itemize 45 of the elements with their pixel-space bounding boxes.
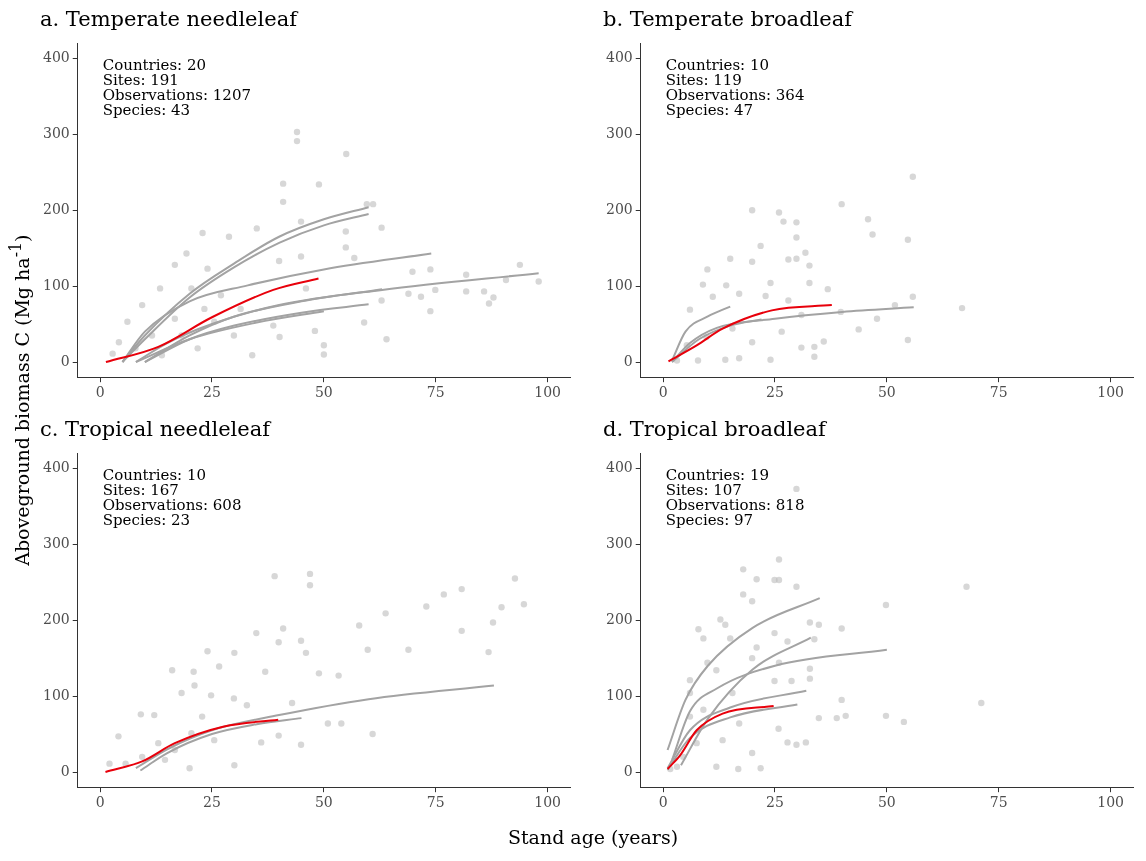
x-tick-label: 50 bbox=[314, 794, 333, 811]
y-tick-label: 200 bbox=[605, 200, 633, 217]
y-tick-label: 400 bbox=[42, 459, 70, 476]
x-tick-label: 0 bbox=[658, 384, 668, 401]
x-tick-label: 75 bbox=[426, 384, 445, 401]
y-tick-label: 100 bbox=[42, 686, 70, 703]
x-tick-label: 75 bbox=[989, 384, 1008, 401]
chart-title: a. Temperate needleleaf bbox=[40, 7, 300, 32]
y-tick-label: 400 bbox=[605, 49, 633, 66]
x-tick-label: 100 bbox=[534, 794, 561, 811]
y-tick-label: 0 bbox=[60, 352, 70, 369]
y-tick-label: 0 bbox=[623, 762, 633, 779]
y-tick-label: 200 bbox=[42, 610, 70, 627]
x-tick-label: 100 bbox=[534, 384, 561, 401]
y-tick-label: 400 bbox=[42, 49, 70, 66]
x-tick-label: 50 bbox=[314, 384, 333, 401]
x-tick-label: 0 bbox=[658, 794, 668, 811]
y-tick-label: 300 bbox=[605, 534, 633, 551]
y-tick-label: 200 bbox=[42, 200, 70, 217]
x-tick-label: 75 bbox=[426, 794, 445, 811]
chart-title: d. Tropical broadleaf bbox=[603, 417, 829, 442]
x-tick-label: 75 bbox=[989, 794, 1008, 811]
y-tick-label: 0 bbox=[623, 352, 633, 369]
x-tick-label: 25 bbox=[766, 794, 784, 811]
y-tick-label: 100 bbox=[605, 276, 633, 293]
chart-title: b. Temperate broadleaf bbox=[603, 7, 855, 32]
y-tick-label: 300 bbox=[605, 124, 633, 141]
x-tick-label: 50 bbox=[877, 794, 896, 811]
x-tick-label: 0 bbox=[95, 794, 105, 811]
x-tick-label: 25 bbox=[203, 384, 221, 401]
x-axis-title: Stand age (years) bbox=[506, 826, 680, 848]
chart-title: c. Tropical needleleaf bbox=[40, 417, 273, 442]
y-tick-label: 100 bbox=[42, 276, 70, 293]
y-tick-label: 200 bbox=[605, 610, 633, 627]
x-tick-label: 100 bbox=[1097, 384, 1124, 401]
y-tick-label: 400 bbox=[605, 459, 633, 476]
y-tick-label: 300 bbox=[42, 124, 70, 141]
y-tick-label: 100 bbox=[605, 686, 633, 703]
x-tick-label: 25 bbox=[766, 384, 784, 401]
x-tick-label: 0 bbox=[95, 384, 105, 401]
y-tick-label: 300 bbox=[42, 534, 70, 551]
x-tick-label: 25 bbox=[203, 794, 221, 811]
y-tick-label: 0 bbox=[60, 762, 70, 779]
x-tick-label: 50 bbox=[877, 384, 896, 401]
x-tick-label: 100 bbox=[1097, 794, 1124, 811]
